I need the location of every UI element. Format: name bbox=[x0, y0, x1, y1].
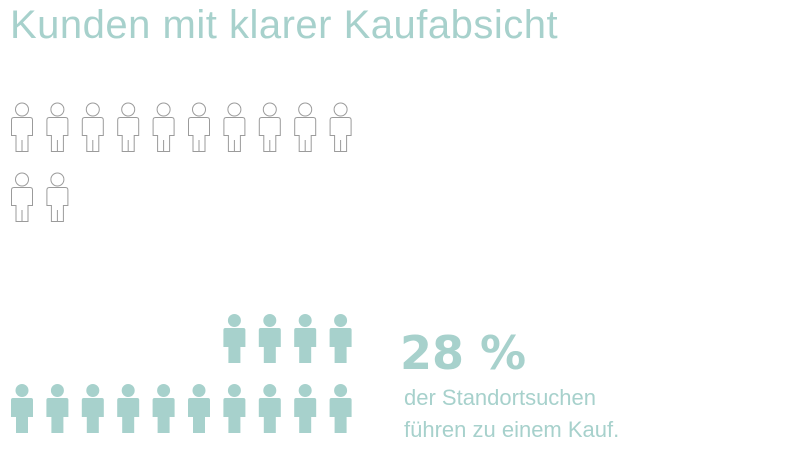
outline-people-group bbox=[11, 102, 352, 222]
filled-person-icon-14 bbox=[329, 314, 352, 363]
stat-caption-line-1: der Standortsuchen bbox=[404, 385, 597, 410]
filled-person-icon-7 bbox=[223, 384, 246, 433]
filled-person-icon-8 bbox=[258, 384, 281, 433]
filled-person-icon-2 bbox=[46, 384, 69, 433]
stat-percent: 28 % bbox=[400, 326, 527, 380]
filled-people-group bbox=[11, 314, 352, 433]
outline-person-icon-10 bbox=[329, 102, 352, 152]
outline-person-icon-9 bbox=[294, 102, 317, 152]
outline-person-icon-8 bbox=[258, 102, 281, 152]
stat-caption-line-2: führen zu einem Kauf. bbox=[404, 417, 620, 442]
outline-person-icon-1 bbox=[11, 102, 33, 152]
outline-person-icon-3 bbox=[81, 102, 104, 152]
filled-person-icon-11 bbox=[223, 314, 246, 363]
outline-person-icon-2 bbox=[46, 102, 69, 152]
filled-person-icon-12 bbox=[258, 314, 281, 363]
outline-person-icon-4 bbox=[117, 102, 140, 152]
outline-person-icon-11 bbox=[11, 172, 33, 222]
filled-person-icon-9 bbox=[294, 384, 317, 433]
filled-person-icon-3 bbox=[81, 384, 104, 433]
outline-person-icon-12 bbox=[46, 172, 69, 222]
filled-person-icon-5 bbox=[152, 384, 175, 433]
outline-person-icon-5 bbox=[152, 102, 175, 152]
page-title: Kunden mit klarer Kaufabsicht bbox=[10, 3, 559, 47]
outline-person-icon-6 bbox=[188, 102, 210, 152]
filled-person-icon-13 bbox=[294, 314, 317, 363]
filled-person-icon-4 bbox=[117, 384, 140, 433]
filled-person-icon-10 bbox=[329, 384, 352, 433]
filled-person-icon-6 bbox=[188, 384, 210, 433]
stat-block: 28 % der Standortsuchen führen zu einem … bbox=[400, 328, 619, 446]
filled-person-icon-1 bbox=[11, 384, 33, 433]
outline-person-icon-7 bbox=[223, 102, 246, 152]
